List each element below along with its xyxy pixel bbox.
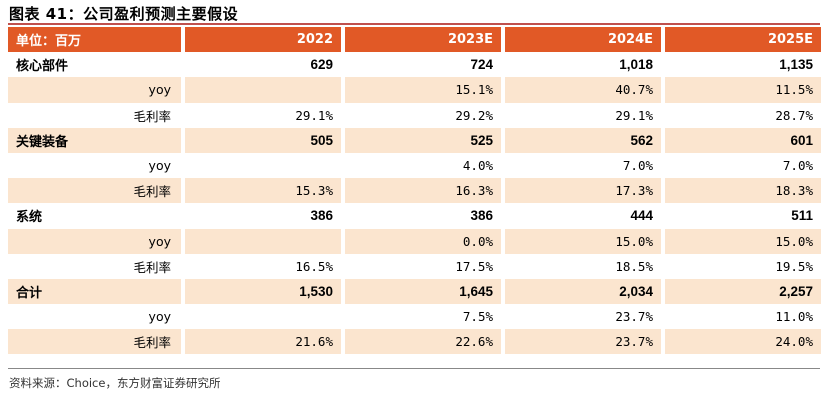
table-body: 核心部件 629 724 1,018 1,135 yoy 15.1% 40.7% 11.5% 毛利… [8, 52, 821, 355]
value-cell: 15.1% [341, 77, 501, 103]
value-cell: 28.7% [661, 102, 821, 128]
value-cell: 19.5% [661, 253, 821, 279]
value-cell: 16.3% [341, 178, 501, 204]
value-cell [181, 152, 341, 179]
value-cell: 24.0% [661, 329, 821, 355]
year-header: 2022 [181, 27, 341, 53]
value-cell: 23.7% [501, 304, 661, 330]
value-cell: 18.3% [661, 178, 821, 204]
segment-label: 系统 [16, 210, 43, 226]
value-cell: 0.0% [341, 228, 501, 254]
value-cell: 1,530 [181, 278, 341, 305]
table-row: yoy 15.1% 40.7% 11.5% [8, 77, 821, 103]
metric-label: 毛利率 [8, 178, 181, 204]
table-row: 毛利率 16.5% 17.5% 18.5% 19.5% [8, 253, 821, 279]
value-cell: 29.1% [181, 102, 341, 128]
value-cell: 29.2% [341, 102, 501, 128]
value-cell: 15.3% [181, 178, 341, 204]
value-cell: 11.0% [661, 304, 821, 330]
value-cell: 40.7% [501, 77, 661, 103]
value-cell: 22.6% [341, 329, 501, 355]
title-divider [8, 23, 820, 25]
metric-label: yoy [8, 77, 181, 103]
value-cell: 7.5% [341, 304, 501, 330]
metric-label: yoy [148, 309, 171, 325]
value-cell: 1,645 [341, 278, 501, 305]
table-row: yoy 4.0% 7.0% 7.0% [8, 152, 821, 179]
metric-label: yoy [148, 158, 171, 174]
segment-label: 核心部件 [16, 59, 69, 75]
value-cell: 16.5% [181, 253, 341, 279]
value-cell: 7.0% [661, 152, 821, 179]
value-cell: 386 [181, 203, 341, 229]
table-row: yoy 0.0% 15.0% 15.0% [8, 228, 821, 254]
year-header: 2023E [341, 27, 501, 53]
value-cell: 505 [181, 127, 341, 153]
table-row: yoy 7.5% 23.7% 11.0% [8, 304, 821, 330]
value-cell: 525 [341, 127, 501, 153]
table-row: 关键装备 505 525 562 601 [8, 127, 821, 153]
value-cell: 1,135 [661, 52, 821, 78]
value-cell: 15.0% [501, 228, 661, 254]
value-cell: 511 [661, 203, 821, 229]
value-cell: 29.1% [501, 102, 661, 128]
forecast-table: 单位：百万 2022 2023E 2024E 2025E 核心部件 629 724 1… [8, 27, 821, 355]
segment-label: 合计 [8, 278, 181, 305]
table-row: 核心部件 629 724 1,018 1,135 [8, 52, 821, 78]
value-cell: 23.7% [501, 329, 661, 355]
value-cell: 1,018 [501, 52, 661, 78]
value-cell: 601 [661, 127, 821, 153]
table-row: 合计 1,530 1,645 2,034 2,257 [8, 278, 821, 305]
value-cell: 724 [341, 52, 501, 78]
value-cell: 18.5% [501, 253, 661, 279]
value-cell: 15.0% [661, 228, 821, 254]
metric-label: 毛利率 [8, 329, 181, 355]
unit-header: 单位：百万 [8, 27, 181, 53]
value-cell [181, 228, 341, 254]
value-cell: 2,034 [501, 278, 661, 305]
year-header: 2024E [501, 27, 661, 53]
value-cell: 562 [501, 127, 661, 153]
header-row: 单位：百万 2022 2023E 2024E 2025E [8, 27, 821, 53]
source-divider [8, 368, 820, 369]
value-cell: 11.5% [661, 77, 821, 103]
value-cell: 21.6% [181, 329, 341, 355]
value-cell: 2,257 [661, 278, 821, 305]
table-row: 毛利率 21.6% 22.6% 23.7% 24.0% [8, 329, 821, 355]
value-cell: 7.0% [501, 152, 661, 179]
table-row: 毛利率 15.3% 16.3% 17.3% 18.3% [8, 178, 821, 204]
value-cell: 386 [341, 203, 501, 229]
segment-label: 关键装备 [8, 127, 181, 153]
value-cell: 444 [501, 203, 661, 229]
table-row: 毛利率 29.1% 29.2% 29.1% 28.7% [8, 102, 821, 128]
value-cell: 4.0% [341, 152, 501, 179]
page-title: 图表 41：公司盈利预测主要假设 [9, 5, 239, 23]
value-cell [181, 77, 341, 103]
table-row: 系统 386 386 444 511 [8, 203, 821, 229]
metric-label: 毛利率 [133, 259, 171, 275]
metric-label: 毛利率 [133, 108, 171, 124]
value-cell: 17.5% [341, 253, 501, 279]
value-cell: 17.3% [501, 178, 661, 204]
value-cell: 629 [181, 52, 341, 78]
value-cell [181, 304, 341, 330]
source-note: 资料来源：Choice，东方财富证券研究所 [9, 376, 221, 390]
year-header: 2025E [661, 27, 821, 53]
metric-label: yoy [8, 228, 181, 254]
